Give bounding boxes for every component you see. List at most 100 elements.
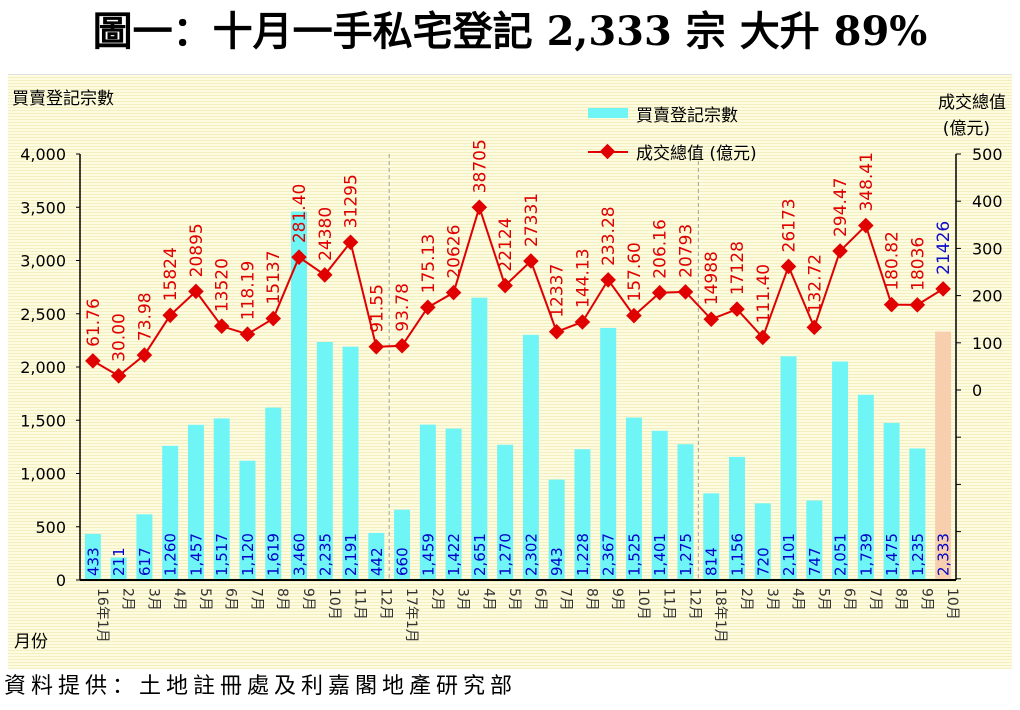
bar-value-label: 433 bbox=[84, 547, 102, 576]
line-marker bbox=[548, 323, 565, 340]
legend-bar-label: 買賣登記宗數 bbox=[636, 106, 738, 126]
x-tick-label: 6月 bbox=[841, 588, 857, 611]
bar bbox=[729, 456, 745, 580]
bar-value-label: 2,651 bbox=[471, 533, 489, 576]
line-path bbox=[92, 203, 944, 378]
line-marker bbox=[909, 297, 926, 313]
right-tick-label: 200 bbox=[972, 287, 1003, 306]
bar-value-label: 814 bbox=[703, 547, 721, 576]
line-marker bbox=[394, 337, 410, 354]
x-tick-label: 8月 bbox=[274, 588, 290, 611]
bar bbox=[909, 448, 926, 580]
x-tick-label: 5月 bbox=[815, 588, 831, 611]
bar bbox=[522, 334, 539, 580]
x-tick-label: 2月 bbox=[429, 588, 445, 611]
line-value-label: 132.72 bbox=[805, 254, 825, 313]
line-value-label: 13520 bbox=[213, 258, 233, 312]
bar bbox=[110, 557, 127, 580]
x-tick-label: 3月 bbox=[764, 588, 780, 611]
bar-value-label: 943 bbox=[548, 547, 566, 576]
bar bbox=[394, 509, 411, 580]
bar-value-label: 1,275 bbox=[677, 533, 695, 576]
left-tick-label: 2,000 bbox=[20, 358, 66, 377]
bar bbox=[471, 297, 488, 580]
x-tick-label: 6月 bbox=[532, 588, 548, 611]
line-value-label: 22124 bbox=[496, 217, 516, 271]
x-tick-label: 7月 bbox=[867, 588, 883, 611]
x-tick-label: 10月 bbox=[635, 588, 651, 620]
x-tick-label: 2月 bbox=[738, 588, 754, 611]
bar-value-label: 2,235 bbox=[316, 533, 334, 576]
x-tick-label: 2月 bbox=[120, 588, 136, 611]
line-marker bbox=[600, 272, 616, 288]
bar bbox=[497, 444, 514, 580]
line-marker bbox=[213, 318, 230, 334]
x-tick-label: 9月 bbox=[300, 588, 316, 611]
bar bbox=[703, 493, 720, 580]
bar-value-label: 1,156 bbox=[729, 533, 747, 576]
x-tick-label: 12月 bbox=[377, 588, 393, 620]
right-axis-title-unit: (億元) bbox=[943, 119, 990, 139]
bar bbox=[162, 445, 179, 580]
line-marker bbox=[832, 243, 848, 259]
line-marker bbox=[935, 281, 951, 297]
axes: 0 500 1,000 1,500 2,000 2,500 3,000 3,500 4,000 0… bbox=[20, 145, 1002, 643]
line-marker bbox=[188, 283, 204, 300]
x-tick-label: 4月 bbox=[480, 588, 496, 611]
left-tick-label: 2,500 bbox=[20, 305, 66, 324]
bar bbox=[806, 500, 823, 580]
bar bbox=[342, 346, 359, 580]
line-value-label: 20793 bbox=[676, 224, 696, 278]
left-tick-label: 500 bbox=[35, 518, 66, 537]
x-tick-label: 11月 bbox=[661, 588, 677, 620]
x-tick-label: 8月 bbox=[583, 588, 599, 611]
bar-value-label: 3,460 bbox=[291, 533, 309, 576]
bar bbox=[780, 356, 797, 580]
legend-bar-swatch bbox=[588, 108, 628, 118]
bar-value-label: 2,302 bbox=[522, 533, 540, 576]
line-value-label: 15824 bbox=[161, 247, 181, 301]
line-value-label: 14988 bbox=[702, 251, 722, 305]
line-value-label: 111.40 bbox=[754, 264, 774, 323]
x-tick-label: 16年1月 bbox=[94, 588, 110, 643]
bar bbox=[651, 430, 668, 580]
bar bbox=[136, 514, 153, 580]
x-tick-label: 9月 bbox=[609, 588, 625, 611]
line-marker bbox=[85, 353, 101, 369]
bar-value-label: 2,191 bbox=[342, 533, 360, 576]
line-marker bbox=[883, 296, 900, 313]
line-marker bbox=[420, 299, 436, 316]
line-marker bbox=[239, 326, 256, 342]
line-value-label: 118.19 bbox=[238, 261, 258, 320]
x-tick-label: 3月 bbox=[145, 588, 161, 611]
bar-value-label: 720 bbox=[754, 547, 772, 576]
bar bbox=[419, 424, 436, 580]
bar-value-label: 211 bbox=[110, 547, 128, 576]
legend-line-label: 成交總值 (億元) bbox=[636, 144, 757, 164]
bar bbox=[548, 479, 565, 580]
x-tick-label: 18年1月 bbox=[712, 588, 728, 643]
x-tick-label: 10月 bbox=[326, 588, 342, 620]
bar-value-label: 1,619 bbox=[265, 533, 283, 576]
bar bbox=[213, 418, 230, 580]
line-value-label: 348.41 bbox=[857, 152, 877, 211]
bar-value-label: 1,270 bbox=[497, 533, 515, 576]
line-value-label: 206.16 bbox=[651, 219, 671, 278]
bar bbox=[84, 533, 101, 580]
line-marker bbox=[858, 217, 874, 234]
line-marker bbox=[136, 347, 153, 363]
line-value-label: 31295 bbox=[342, 174, 362, 228]
x-tick-label: 4月 bbox=[790, 588, 806, 611]
line-value-label: 18036 bbox=[908, 237, 928, 291]
line-marker bbox=[342, 234, 359, 251]
bar-value-label: 1,525 bbox=[625, 533, 643, 576]
bar bbox=[677, 444, 694, 580]
data-labels: 433 211 617 1,260 1,457 1,517 1,120 1,619 3,460 2… bbox=[84, 139, 954, 576]
line-marker bbox=[368, 339, 385, 355]
right-tick-label: 300 bbox=[972, 239, 1003, 258]
line-marker bbox=[574, 314, 591, 330]
bar-value-label: 2,333 bbox=[935, 533, 953, 576]
bar-value-label: 1,260 bbox=[162, 533, 180, 576]
x-tick-label: 5月 bbox=[197, 588, 213, 611]
x-tick-label: 7月 bbox=[248, 588, 264, 611]
